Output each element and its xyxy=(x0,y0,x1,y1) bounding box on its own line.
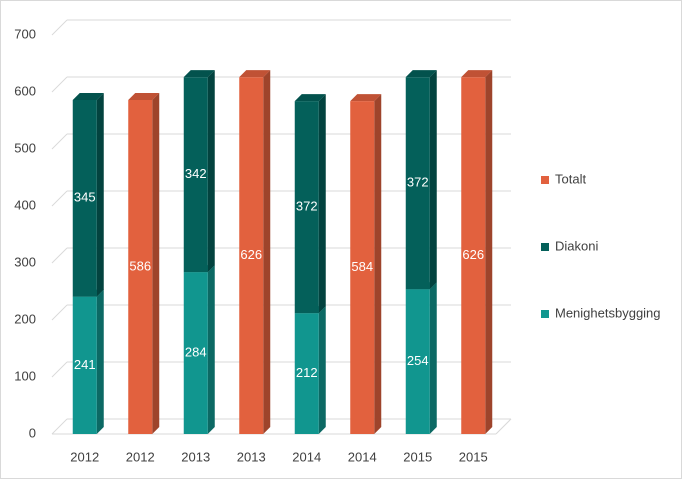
bar xyxy=(405,289,430,434)
y-tick-label: 400 xyxy=(14,197,36,212)
grid-line-side xyxy=(51,76,68,93)
grid-line-side xyxy=(51,19,68,36)
bar xyxy=(183,272,208,434)
bar-side xyxy=(263,70,271,435)
bar-top xyxy=(239,70,271,78)
bar-side xyxy=(318,94,326,314)
bar-side xyxy=(152,92,160,434)
bar-side xyxy=(429,282,437,434)
data-label: 626 xyxy=(462,247,484,262)
bar-side xyxy=(207,70,215,273)
y-tick-label: 300 xyxy=(14,254,36,269)
y-tick-label: 0 xyxy=(29,425,36,440)
data-label: 212 xyxy=(296,365,318,380)
data-label: 626 xyxy=(240,247,262,262)
data-label: 342 xyxy=(185,166,207,181)
y-tick-label: 200 xyxy=(14,311,36,326)
x-tick-label: 2012 xyxy=(126,449,155,464)
bar-top xyxy=(128,92,160,100)
bar xyxy=(183,77,208,273)
data-label: 586 xyxy=(129,258,151,273)
x-tick-label: 2015 xyxy=(403,449,432,464)
bar-top xyxy=(461,70,493,78)
bar xyxy=(128,99,153,434)
bar xyxy=(294,313,319,434)
data-label: 372 xyxy=(296,199,318,214)
x-tick-label: 2014 xyxy=(292,449,321,464)
bar xyxy=(405,77,430,290)
x-axis-depth xyxy=(495,418,512,435)
legend-swatch xyxy=(541,243,549,251)
bar-side xyxy=(207,265,215,434)
bar xyxy=(350,101,375,435)
x-tick-label: 2015 xyxy=(459,449,488,464)
y-tick-label: 700 xyxy=(14,26,36,41)
bar-side xyxy=(429,70,437,290)
bar xyxy=(461,77,486,435)
y-tick-label: 500 xyxy=(14,140,36,155)
bar-side xyxy=(96,289,104,434)
legend-label: Totalt xyxy=(555,171,586,186)
y-tick-label: 100 xyxy=(14,368,36,383)
bar-top xyxy=(294,94,326,102)
bar xyxy=(72,99,97,297)
grid-line-side xyxy=(51,247,68,264)
y-tick-label: 600 xyxy=(14,83,36,98)
grid-line-side xyxy=(51,361,68,378)
data-label: 345 xyxy=(74,190,96,205)
grid-line-side xyxy=(51,304,68,321)
bar-side xyxy=(485,70,493,435)
data-label: 241 xyxy=(74,357,96,372)
x-tick-label: 2013 xyxy=(237,449,266,464)
bar-top xyxy=(405,70,437,78)
data-label: 372 xyxy=(407,175,429,190)
bar xyxy=(294,101,319,314)
x-tick-label: 2014 xyxy=(348,449,377,464)
data-label: 284 xyxy=(185,344,207,359)
bar-side xyxy=(318,306,326,434)
bar-top xyxy=(350,94,382,102)
legend-label: Diakoni xyxy=(555,238,598,253)
legend-swatch xyxy=(541,176,549,184)
bar-side xyxy=(374,94,382,435)
x-tick-label: 2012 xyxy=(70,449,99,464)
legend-label: Menighetsbygging xyxy=(555,305,661,320)
grid-line-side xyxy=(51,190,68,207)
bar xyxy=(239,77,264,435)
legend-swatch xyxy=(541,310,549,318)
x-tick-label: 2013 xyxy=(181,449,210,464)
bar-top xyxy=(183,70,215,78)
bar-side xyxy=(96,92,104,297)
bar-top xyxy=(72,92,104,100)
data-label: 254 xyxy=(407,353,429,368)
bar xyxy=(72,296,97,434)
data-label: 584 xyxy=(351,259,373,274)
grid-line-side xyxy=(51,418,68,435)
grid-line-side xyxy=(51,133,68,150)
